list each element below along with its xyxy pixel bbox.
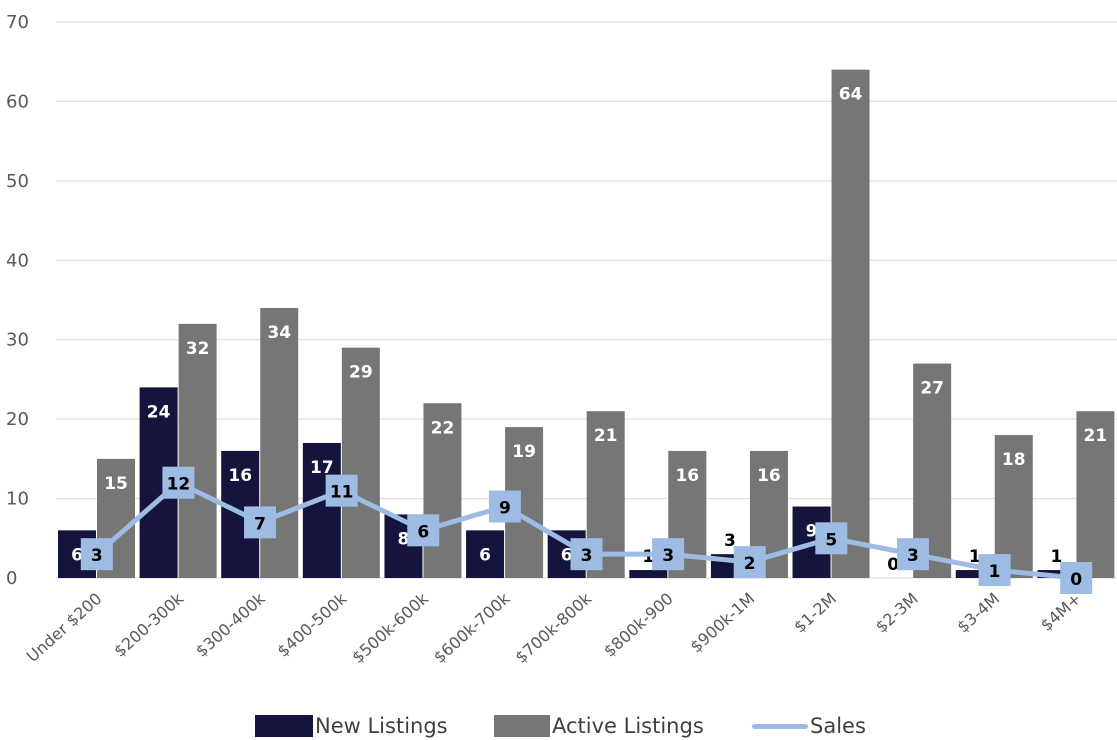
sales-marker xyxy=(488,490,521,523)
legend-item-active-listings: Active Listings xyxy=(494,712,704,740)
bar-new-listings xyxy=(629,570,668,578)
data-label-sales: 9 xyxy=(499,499,511,519)
sales-marker xyxy=(896,538,929,571)
data-label-active-listings: 21 xyxy=(1084,426,1108,446)
data-label-new-listings: 6 xyxy=(479,545,491,565)
sales-marker xyxy=(733,546,766,579)
data-label-sales: 11 xyxy=(330,483,354,503)
y-tick-label: 70 xyxy=(6,12,29,33)
bar-active-listings xyxy=(178,323,217,578)
sales-marker xyxy=(652,538,685,571)
x-tick-label: $300-400k xyxy=(192,588,269,660)
sales-marker xyxy=(244,506,277,539)
data-label-active-listings: 64 xyxy=(839,85,863,105)
y-axis-ticks: 0 10 20 30 40 50 60 70 xyxy=(6,12,29,589)
legend: New Listings Active Listings Sales xyxy=(0,712,1117,740)
sales-marker xyxy=(978,554,1011,587)
data-label-active-listings: 29 xyxy=(349,363,373,383)
sales-marker xyxy=(407,514,440,547)
data-label-new-listings: 6 xyxy=(561,545,573,565)
bar-active-listings xyxy=(341,347,380,578)
data-label-sales: 6 xyxy=(417,522,429,542)
legend-item-sales: Sales xyxy=(752,712,866,740)
legend-label-sales: Sales xyxy=(810,714,866,738)
y-tick-label: 0 xyxy=(6,568,17,589)
data-label-sales: 1 xyxy=(989,562,1001,582)
x-tick-label: Under $200 xyxy=(23,589,106,666)
data-label-new-listings: 3 xyxy=(724,531,736,551)
legend-swatch-new-listings xyxy=(255,715,313,737)
bar-data-labels: 1563224341629172281962161611636492701812… xyxy=(71,85,1107,575)
legend-swatch-sales xyxy=(752,723,808,729)
data-label-active-listings: 15 xyxy=(104,474,128,494)
y-tick-label: 10 xyxy=(6,489,29,510)
data-label-sales: 12 xyxy=(167,475,191,495)
data-label-sales: 5 xyxy=(825,530,837,550)
data-label-new-listings: 1 xyxy=(969,547,981,567)
data-label-new-listings: 0 xyxy=(887,555,899,575)
bar-active-listings xyxy=(1076,411,1115,578)
data-label-active-listings: 19 xyxy=(512,442,536,462)
data-label-active-listings: 18 xyxy=(1002,450,1026,470)
bar-active-listings xyxy=(423,403,462,578)
active-listings-series xyxy=(97,69,1115,579)
bar-new-listings xyxy=(466,530,505,578)
legend-label-new-listings: New Listings xyxy=(315,714,448,738)
data-label-new-listings: 1 xyxy=(1050,547,1062,567)
legend-item-new-listings: New Listings xyxy=(255,712,448,740)
data-label-sales: 3 xyxy=(91,546,103,566)
sales-marker xyxy=(570,538,603,571)
legend-label-active-listings: Active Listings xyxy=(552,714,704,738)
bar-active-listings xyxy=(831,69,870,579)
data-label-active-listings: 21 xyxy=(594,426,618,446)
y-tick-label: 20 xyxy=(6,409,29,430)
data-label-new-listings: 6 xyxy=(71,545,83,565)
data-label-sales: 3 xyxy=(907,546,919,566)
x-axis-ticks: Under $200 $200-300k $300-400k $400-500k$50… xyxy=(23,588,1085,667)
x-tick-label: $900k-1M xyxy=(686,589,758,656)
data-label-active-listings: 16 xyxy=(675,466,699,486)
x-tick-label: $1-2M xyxy=(790,589,840,637)
data-label-new-listings: 1 xyxy=(642,547,654,567)
x-tick-label: $400-500k xyxy=(273,588,350,660)
sales-marker xyxy=(1060,562,1093,594)
y-tick-label: 30 xyxy=(6,330,29,351)
legend-swatch-active-listings xyxy=(494,715,550,737)
sales-marker xyxy=(162,466,195,499)
data-label-sales: 3 xyxy=(662,546,674,566)
y-tick-label: 50 xyxy=(6,171,29,192)
data-label-active-listings: 32 xyxy=(186,339,210,359)
x-tick-label: $600k-700k xyxy=(430,588,514,667)
data-label-new-listings: 16 xyxy=(228,466,252,486)
data-label-sales: 0 xyxy=(1070,570,1082,590)
data-label-active-listings: 27 xyxy=(920,379,944,399)
data-label-new-listings: 24 xyxy=(147,402,171,422)
bar-new-listings xyxy=(955,570,994,578)
x-tick-label: $2-3M xyxy=(872,589,922,637)
bar-new-listings xyxy=(302,442,341,578)
x-tick-label: $700k-800k xyxy=(511,588,595,667)
data-label-sales: 7 xyxy=(254,514,266,534)
data-label-sales: 3 xyxy=(581,546,593,566)
data-label-new-listings: 8 xyxy=(398,529,410,549)
sales-marker xyxy=(325,474,358,507)
x-tick-label: $500k-600k xyxy=(348,588,432,667)
data-label-new-listings: 9 xyxy=(806,522,818,542)
data-label-active-listings: 22 xyxy=(431,418,455,438)
x-tick-label: $4M+ xyxy=(1037,589,1085,635)
sales-marker xyxy=(815,522,848,555)
sales-marker xyxy=(80,538,113,571)
y-tick-label: 60 xyxy=(6,91,29,112)
data-label-new-listings: 17 xyxy=(310,458,334,478)
x-tick-label: $200-300k xyxy=(110,588,187,660)
x-tick-label: $800k-900 xyxy=(600,589,677,661)
data-label-sales: 2 xyxy=(744,554,756,574)
data-label-active-listings: 16 xyxy=(757,466,781,486)
data-label-active-listings: 34 xyxy=(267,323,291,343)
x-tick-label: $3-4M xyxy=(953,589,1003,637)
y-tick-label: 40 xyxy=(6,250,29,271)
